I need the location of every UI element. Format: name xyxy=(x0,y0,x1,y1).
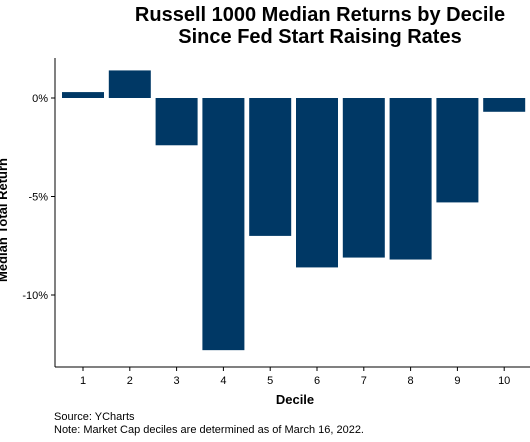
footnote: Note: Market Cap deciles are determined … xyxy=(54,424,364,436)
x-tick-label: 2 xyxy=(127,375,133,387)
chart-subtitle: Since Fed Start Raising Rates xyxy=(178,26,462,48)
y-tick-label: -10% xyxy=(22,290,48,302)
chart-title: Russell 1000 Median Returns by Decile xyxy=(134,4,506,26)
y-axis-ticks: 0% -5% -10% xyxy=(22,93,55,302)
source-note: Source: YCharts xyxy=(54,411,135,423)
bar-decile-7 xyxy=(342,98,385,258)
bar-decile-3 xyxy=(155,98,198,146)
x-tick-label: 7 xyxy=(361,375,367,387)
x-axis-ticks: 1 2 3 4 5 6 7 8 9 10 xyxy=(80,367,510,387)
bar-decile-2 xyxy=(108,70,151,98)
bar-decile-5 xyxy=(249,98,292,236)
x-tick-label: 8 xyxy=(408,375,414,387)
bar-decile-6 xyxy=(296,98,338,268)
bar-decile-1 xyxy=(62,92,104,98)
y-tick-label: -5% xyxy=(28,192,48,204)
bar-decile-8 xyxy=(389,98,432,260)
x-tick-label: 4 xyxy=(220,375,226,387)
y-tick-label: 0% xyxy=(32,93,48,105)
bar-decile-9 xyxy=(436,98,479,203)
x-tick-label: 3 xyxy=(174,375,180,387)
bars-group xyxy=(62,70,526,351)
bar-decile-10 xyxy=(483,98,526,112)
x-tick-label: 5 xyxy=(267,375,273,387)
x-tick-label: 10 xyxy=(498,375,510,387)
x-axis-label: Decile xyxy=(276,392,314,407)
x-tick-label: 9 xyxy=(454,375,460,387)
y-axis-label: Median Total Return xyxy=(0,158,10,282)
bar-decile-4 xyxy=(202,98,245,351)
x-tick-label: 6 xyxy=(314,375,320,387)
x-tick-label: 1 xyxy=(80,375,86,387)
